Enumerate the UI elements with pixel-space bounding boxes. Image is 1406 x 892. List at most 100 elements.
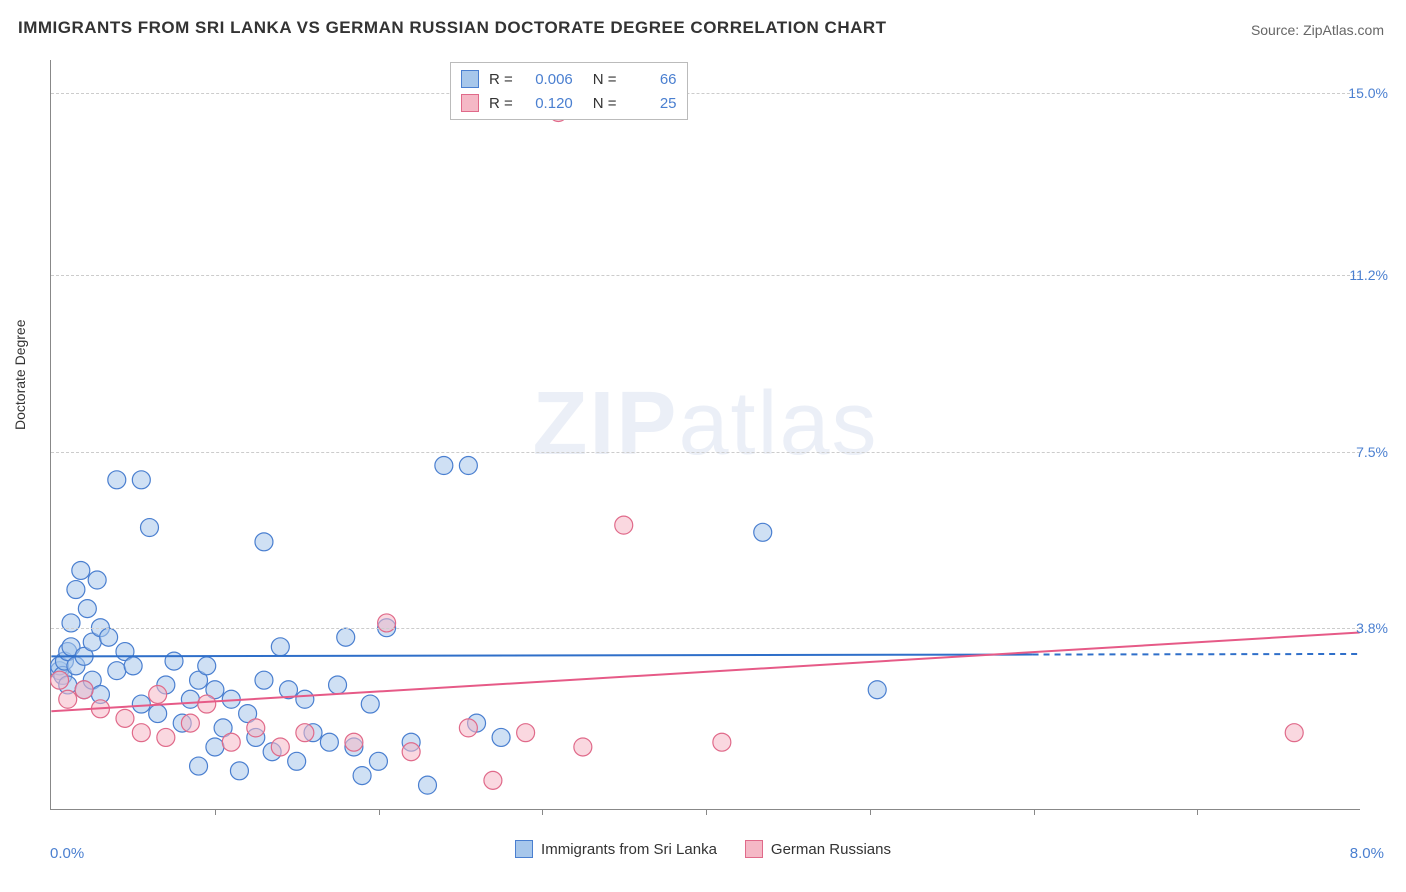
scatter-point	[88, 571, 106, 589]
scatter-point	[75, 681, 93, 699]
legend-series-item: German Russians	[745, 840, 891, 858]
x-tick	[1034, 809, 1035, 815]
scatter-point	[345, 733, 363, 751]
gridline	[51, 452, 1360, 453]
scatter-point	[222, 733, 240, 751]
scatter-point	[271, 738, 289, 756]
scatter-point	[271, 638, 289, 656]
x-tick	[870, 809, 871, 815]
scatter-point	[108, 471, 126, 489]
scatter-point	[353, 767, 371, 785]
y-tick-label: 15.0%	[1348, 85, 1388, 101]
legend-series-label: German Russians	[771, 841, 891, 858]
y-tick-label: 7.5%	[1356, 444, 1388, 460]
scatter-point	[190, 757, 208, 775]
scatter-point	[165, 652, 183, 670]
x-tick	[379, 809, 380, 815]
scatter-point	[67, 581, 85, 599]
y-tick-label: 3.8%	[1356, 620, 1388, 636]
trend-line-dashed	[1033, 654, 1360, 655]
legend-r-value: 0.120	[523, 95, 573, 112]
scatter-point	[615, 516, 633, 534]
scatter-point	[78, 600, 96, 618]
x-tick	[215, 809, 216, 815]
scatter-svg-layer	[51, 60, 1360, 809]
trend-line	[51, 632, 1359, 711]
scatter-point	[108, 662, 126, 680]
legend-stats-row: R = 0.006 N = 66	[461, 67, 677, 91]
legend-r-label: R =	[489, 71, 513, 88]
legend-series: Immigrants from Sri Lanka German Russians	[0, 840, 1406, 862]
scatter-point	[198, 657, 216, 675]
trend-line	[51, 655, 1032, 657]
scatter-point	[116, 709, 134, 727]
scatter-point	[754, 523, 772, 541]
scatter-point	[247, 719, 265, 737]
scatter-point	[149, 686, 167, 704]
scatter-point	[124, 657, 142, 675]
legend-series-item: Immigrants from Sri Lanka	[515, 840, 717, 858]
scatter-point	[492, 728, 510, 746]
scatter-point	[132, 471, 150, 489]
y-axis-label: Doctorate Degree	[12, 319, 28, 430]
scatter-point	[361, 695, 379, 713]
scatter-point	[132, 695, 150, 713]
legend-series-label: Immigrants from Sri Lanka	[541, 841, 717, 858]
scatter-point	[100, 628, 118, 646]
scatter-point	[255, 671, 273, 689]
legend-swatch	[745, 840, 763, 858]
x-tick	[542, 809, 543, 815]
scatter-point	[59, 690, 77, 708]
scatter-point	[517, 724, 535, 742]
x-tick	[706, 809, 707, 815]
scatter-point	[181, 714, 199, 732]
scatter-point	[206, 738, 224, 756]
scatter-point	[255, 533, 273, 551]
scatter-point	[337, 628, 355, 646]
gridline	[51, 275, 1360, 276]
scatter-point	[713, 733, 731, 751]
scatter-point	[181, 690, 199, 708]
scatter-point	[419, 776, 437, 794]
legend-swatch	[461, 94, 479, 112]
y-tick-label: 11.2%	[1349, 267, 1388, 283]
chart-title: IMMIGRANTS FROM SRI LANKA VS GERMAN RUSS…	[18, 18, 887, 38]
scatter-point	[435, 457, 453, 475]
scatter-point	[484, 771, 502, 789]
scatter-point	[72, 561, 90, 579]
scatter-point	[868, 681, 886, 699]
scatter-point	[402, 743, 420, 761]
legend-r-value: 0.006	[523, 71, 573, 88]
scatter-point	[320, 733, 338, 751]
scatter-point	[296, 724, 314, 742]
scatter-point	[149, 705, 167, 723]
source-attribution: Source: ZipAtlas.com	[1251, 22, 1384, 38]
legend-n-value: 66	[627, 71, 677, 88]
scatter-point	[230, 762, 248, 780]
scatter-point	[51, 671, 69, 689]
scatter-point	[369, 752, 387, 770]
scatter-point	[329, 676, 347, 694]
scatter-point	[296, 690, 314, 708]
plot-area: ZIPatlas	[50, 60, 1360, 810]
scatter-point	[157, 728, 175, 746]
legend-swatch	[461, 70, 479, 88]
gridline	[51, 93, 1360, 94]
gridline	[51, 628, 1360, 629]
legend-swatch	[515, 840, 533, 858]
legend-r-label: R =	[489, 95, 513, 112]
legend-stats-row: R = 0.120 N = 25	[461, 91, 677, 115]
scatter-point	[574, 738, 592, 756]
scatter-point	[132, 724, 150, 742]
legend-n-value: 25	[627, 95, 677, 112]
scatter-point	[459, 719, 477, 737]
scatter-point	[141, 519, 159, 537]
scatter-point	[288, 752, 306, 770]
x-tick	[1197, 809, 1198, 815]
legend-stats-box: R = 0.006 N = 66 R = 0.120 N = 25	[450, 62, 688, 120]
scatter-point	[459, 457, 477, 475]
legend-n-label: N =	[593, 71, 617, 88]
correlation-chart: IMMIGRANTS FROM SRI LANKA VS GERMAN RUSS…	[0, 0, 1406, 892]
scatter-point	[1285, 724, 1303, 742]
legend-n-label: N =	[593, 95, 617, 112]
